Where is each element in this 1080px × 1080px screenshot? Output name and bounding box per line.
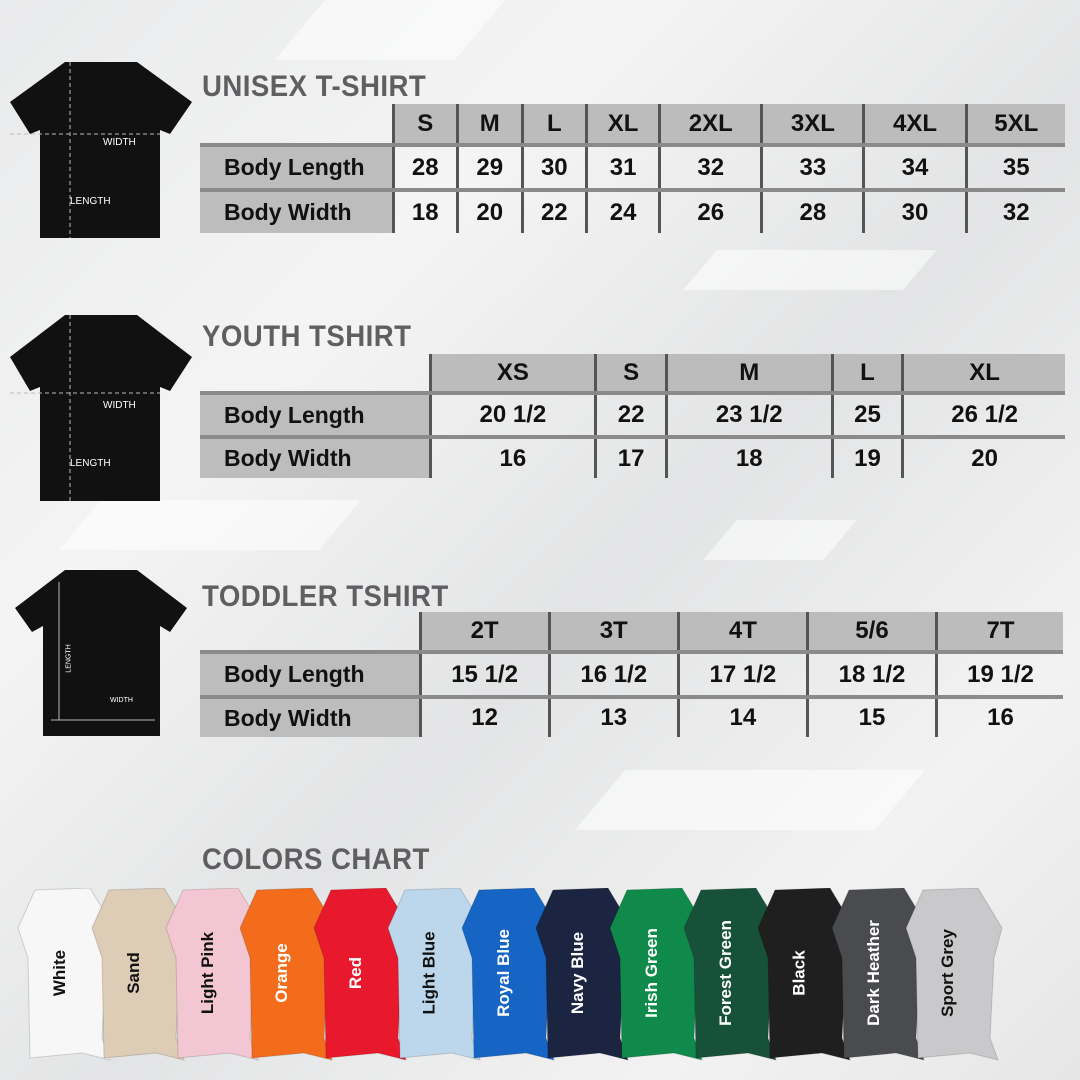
cell: 32 (964, 190, 1065, 233)
cell: 17 (594, 437, 667, 478)
row-label: Body Width (200, 437, 430, 478)
tshirt-diagram-unisex (10, 62, 192, 238)
cell: 14 (676, 697, 808, 737)
cell: 28 (391, 145, 458, 192)
color-shirt: Sport Grey (898, 888, 1003, 1068)
cell: 25 (830, 393, 903, 439)
cell: 20 1/2 (428, 393, 596, 439)
color-name: Black (790, 950, 809, 996)
size-header: 4XL (862, 104, 967, 147)
width-label: WIDTH (103, 400, 136, 411)
size-header: 5XL (964, 104, 1065, 147)
cell: 22 (520, 190, 587, 233)
size-header: S (594, 354, 667, 395)
cell: 30 (862, 190, 967, 233)
color-name: Royal Blue (494, 929, 514, 1017)
color-name: Light Pink (198, 931, 218, 1015)
size-header: S (391, 104, 458, 147)
cell: 19 (830, 437, 903, 478)
cell: 34 (862, 145, 967, 192)
cell: 26 (658, 190, 762, 233)
size-header: M (664, 354, 833, 395)
color-name: Irish Green (642, 928, 662, 1018)
unisex-size-table: S M L XL 2XL 3XL 4XL 5XL Body Length 28 29 30 31 32… (200, 104, 1065, 233)
color-name: Sport Grey (938, 929, 958, 1017)
cell: 16 1/2 (547, 652, 679, 699)
cell: 32 (658, 145, 762, 192)
color-name: Dark Heather (864, 920, 884, 1026)
size-header: M (456, 104, 523, 147)
cell: 18 (664, 437, 833, 478)
tshirt-icon (905, 888, 1003, 1061)
width-label: WIDTH (103, 137, 136, 148)
cell: 15 (805, 697, 937, 737)
size-header: 2XL (658, 104, 762, 147)
tshirt-diagram-youth (10, 315, 192, 501)
color-name: Navy Blue (568, 931, 588, 1015)
toddler-title: TODDLER TSHIRT (202, 580, 449, 613)
toddler-size-table: 2T 3T 4T 5/6 7T Body Length 15 1/2 16 1/2 17 1… (200, 612, 1063, 737)
cell: 29 (456, 145, 523, 192)
cell: 13 (547, 697, 679, 737)
width-label: WIDTH (110, 697, 133, 704)
youth-size-table: XS S M L XL Body Length 20 1/2 22 23 1/2 25 26 1… (200, 354, 1065, 478)
size-header: XL (585, 104, 660, 147)
size-header: L (520, 104, 587, 147)
colors-title: COLORS CHART (202, 843, 430, 876)
row-label: Body Width (200, 190, 393, 233)
color-name: White (50, 949, 69, 997)
color-name: Orange (272, 943, 291, 1003)
row-label: Body Length (200, 145, 393, 192)
cell: 26 1/2 (901, 393, 1065, 439)
cell: 20 (456, 190, 523, 233)
row-label: Body Width (200, 697, 420, 737)
color-name: Light Blue (420, 931, 440, 1015)
length-label: LENGTH (70, 196, 111, 207)
color-name: Red (346, 956, 365, 990)
size-header: 3XL (760, 104, 864, 147)
cell: 18 1/2 (805, 652, 937, 699)
cell: 20 (901, 437, 1065, 478)
cell: 17 1/2 (676, 652, 808, 699)
color-name: Sand (124, 952, 143, 994)
unisex-title: UNISEX T-SHIRT (202, 70, 427, 103)
cell: 31 (585, 145, 660, 192)
length-label: LENGTH (65, 644, 73, 673)
cell: 24 (585, 190, 660, 233)
youth-title: YOUTH TSHIRT (202, 320, 412, 353)
cell: 23 1/2 (664, 393, 833, 439)
size-header: 3T (547, 612, 679, 654)
row-label: Body Length (200, 652, 420, 699)
cell: 16 (428, 437, 596, 478)
cell: 28 (760, 190, 864, 233)
size-header: 7T (935, 612, 1063, 654)
cell: 19 1/2 (935, 652, 1063, 699)
cell: 18 (391, 190, 458, 233)
size-header: L (830, 354, 903, 395)
cell: 15 1/2 (418, 652, 550, 699)
cell: 30 (520, 145, 587, 192)
row-label: Body Length (200, 393, 430, 439)
cell: 33 (760, 145, 864, 192)
cell: 22 (594, 393, 667, 439)
cell: 16 (935, 697, 1063, 737)
size-header: 2T (418, 612, 550, 654)
color-name: Forest Green (716, 920, 735, 1026)
cell: 12 (418, 697, 550, 737)
cell: 35 (964, 145, 1065, 192)
size-header: XS (428, 354, 596, 395)
size-header: 4T (676, 612, 808, 654)
size-header: 5/6 (805, 612, 937, 654)
length-label: LENGTH (70, 458, 111, 469)
size-header: XL (901, 354, 1065, 395)
tshirt-diagram-toddler (15, 570, 187, 736)
